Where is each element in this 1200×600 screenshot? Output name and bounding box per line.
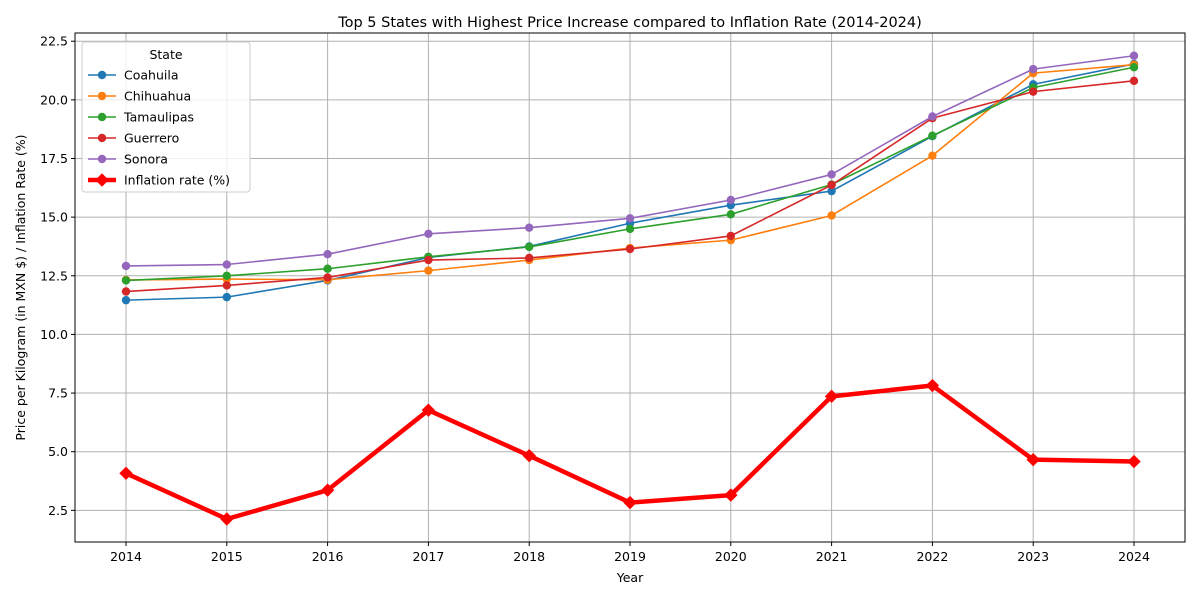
legend-item: Inflation rate (%) [88,173,230,188]
legend-swatch-marker [95,173,109,187]
data-point [525,253,534,263]
data-point [827,170,836,179]
data-point [121,295,131,305]
data-point [724,488,738,502]
legend: State Coahuila Chihuahua Tamaulipas Guerrer… [81,41,251,193]
data-point [424,229,433,238]
legend-item: Coahuila [88,68,179,83]
data-point [625,244,635,254]
series-sonora [121,51,1139,271]
y-tick-label: 2.5 [48,503,68,518]
data-point [623,495,637,510]
legend-label: Tamaulipas [123,110,194,125]
data-point [222,281,231,290]
data-point [928,131,937,140]
data-point [928,151,937,160]
legend-swatch-marker [97,154,107,164]
x-tick-label: 2024 [1118,549,1150,564]
data-point [220,512,234,526]
y-tick-label: 20.0 [40,92,68,107]
x-tick-label: 2018 [513,549,545,564]
x-tick-label: 2016 [312,549,344,564]
data-point [421,403,436,417]
legend-item: Sonora [88,152,168,167]
x-tick-label: 2019 [614,549,646,564]
x-axis-ticks: 2014 2015 2016 2017 2018 2019 2020 2021 2022 2023… [110,542,1150,564]
legend-label: Guerrero [124,131,179,146]
legend-label: Chihuahua [124,89,191,104]
legend-swatch-marker [97,133,107,143]
series-inflation-rate [119,378,1141,526]
data-point [222,292,231,302]
data-point [424,266,433,275]
x-tick-label: 2015 [211,549,243,564]
legend-swatch-marker [97,112,107,122]
data-point [726,195,735,205]
data-point [827,180,836,190]
data-point [928,112,937,121]
x-tick-label: 2023 [1017,549,1049,564]
x-tick-label: 2020 [715,549,747,564]
data-point [1029,64,1038,74]
legend-box [81,41,251,193]
data-point [827,211,836,220]
data-point [925,378,940,393]
data-point [1129,63,1139,72]
data-point [625,224,635,234]
legend-item: Guerrero [88,131,179,146]
x-axis-label: Year [616,570,644,585]
x-tick-label: 2022 [916,549,948,564]
data-point [1026,452,1040,467]
legend-label: Coahuila [124,68,179,83]
data-point [525,223,534,232]
legend-swatch-marker [97,91,107,101]
data-point [320,483,335,497]
legend-item: Tamaulipas [88,110,194,125]
data-point [121,276,131,285]
legend-label: Inflation rate (%) [124,173,230,188]
y-tick-label: 7.5 [48,386,68,401]
data-point [1127,454,1141,469]
x-tick-label: 2021 [816,549,848,564]
data-point [121,261,131,271]
data-point [323,273,332,282]
data-point [222,271,231,280]
y-tick-label: 12.5 [40,268,68,283]
plot-area-frame [74,32,1186,543]
chart-title: Top 5 States with Highest Price Increase… [337,15,922,31]
y-tick-label: 5.0 [48,444,68,459]
data-point [424,255,433,265]
x-tick-label: 2014 [110,549,142,564]
y-axis-ticks: 2.5 5.0 7.5 10.0 12.5 15.0 17.5 20.0 22.5 [40,34,75,518]
y-tick-label: 17.5 [40,151,68,166]
data-point [726,231,735,241]
legend-swatch-marker [97,70,107,80]
legend-title: State [149,47,182,62]
data-point [522,448,536,463]
y-tick-label: 15.0 [40,210,68,225]
series-group [119,51,1141,526]
data-point [625,214,635,223]
data-point [525,242,534,252]
x-tick-label: 2017 [412,549,444,564]
y-tick-label: 22.5 [40,34,68,49]
data-point [1029,87,1038,96]
data-point [827,186,836,196]
data-point [824,389,839,404]
legend-item: Chihuahua [88,89,191,104]
data-point [726,210,735,219]
series-guerrero [121,76,1139,296]
data-point [323,264,332,273]
data-point [1129,51,1139,60]
data-point [222,260,231,269]
data-point [1129,76,1139,86]
data-point [121,287,131,296]
y-tick-label: 10.0 [40,327,68,342]
legend-label: Sonora [124,152,168,167]
data-point [119,466,133,480]
y-axis-label: Price per Kilogram (in MXN $) / Inflatio… [13,134,28,440]
data-point [323,249,332,259]
